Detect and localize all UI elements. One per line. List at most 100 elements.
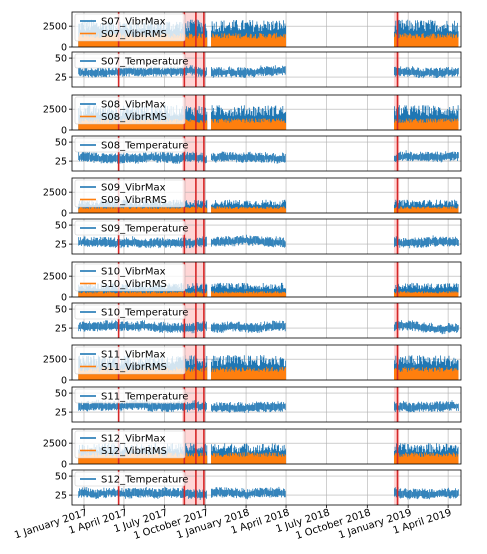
legend-box: [74, 13, 186, 42]
y-tick-label: 0: [61, 376, 67, 387]
series-temperature: [78, 399, 207, 413]
y-tick-label: 25: [55, 324, 67, 335]
legend-label: S07_Temperature: [101, 57, 188, 68]
series-temperature: [211, 320, 286, 333]
legend: S10_Temperature: [74, 304, 188, 320]
legend-label: S12_VibrMax: [101, 434, 166, 445]
legend-box: [74, 96, 186, 125]
event-band: [393, 52, 400, 87]
legend-label: S08_VibrMax: [101, 100, 166, 111]
legend-box: [74, 179, 186, 208]
legend-label: S09_Temperature: [101, 224, 188, 235]
event-band: [182, 178, 206, 213]
series-temperature: [78, 236, 207, 249]
legend-box: [74, 388, 186, 404]
series-temperature: [394, 150, 459, 163]
y-tick-label: 50: [55, 472, 67, 483]
legend: S08_Temperature: [74, 137, 188, 153]
legend-label: S07_VibrRMS: [101, 29, 167, 40]
series-vibrrms: [394, 366, 459, 380]
legend-label: S07_VibrMax: [101, 17, 166, 28]
y-tick-label: 0: [61, 43, 67, 54]
panel-frame: [71, 218, 462, 255]
series-temperature: [394, 400, 459, 413]
event-band: [393, 303, 400, 338]
panel-frame: [71, 261, 462, 298]
panel-s12-temperature: 25 50 S12_Temperature: [55, 469, 462, 506]
y-tick-label: 0: [61, 460, 67, 471]
legend-label: S10_VibrRMS: [101, 279, 167, 290]
series-vibrrms: [211, 118, 286, 130]
panel-frame: [71, 344, 462, 381]
series-vibrrms: [78, 118, 208, 130]
event-band: [393, 345, 400, 380]
legend-label: S08_Temperature: [101, 141, 188, 152]
panel-frame: [71, 469, 462, 506]
legend: S07_Temperature: [74, 53, 188, 69]
event-band: [393, 136, 400, 171]
panel-s09-temperature: 25 50 S09_Temperature: [55, 218, 462, 255]
legend-label: S11_VibrMax: [101, 350, 166, 361]
panel-s07-temperature: 25 50 S07_Temperature: [55, 51, 462, 88]
series-vibrrms: [211, 366, 286, 380]
legend-label: S11_Temperature: [101, 392, 188, 403]
legend-label: S12_VibrRMS: [101, 446, 167, 457]
event-band: [393, 262, 400, 297]
panel-frame: [71, 386, 462, 423]
panel-s11-temperature: 25 50 S11_Temperature: [55, 386, 462, 423]
series-temperature: [78, 487, 207, 500]
y-tick-label: 25: [55, 157, 67, 168]
y-tick-label: 50: [55, 54, 67, 65]
series-temperature: [211, 151, 286, 164]
panel-frame: [71, 302, 462, 339]
panel-frame: [71, 135, 462, 172]
panel-frame: [71, 177, 462, 214]
series-vibrrms: [394, 452, 459, 464]
y-tick-label: 2500: [43, 439, 67, 450]
panel-s10-temperature: 25 50 S10_Temperature: [55, 302, 462, 339]
legend: S09_Temperature: [74, 220, 188, 236]
event-band: [182, 219, 206, 254]
event-band: [182, 303, 206, 338]
y-tick-label: 50: [55, 305, 67, 316]
series-vibrrms: [211, 32, 286, 47]
panel-s08-temperature: 25 50 S08_Temperature: [55, 135, 462, 172]
series-temperature: [394, 486, 459, 500]
series-temperature: [394, 235, 459, 249]
series-temperature: [78, 150, 207, 164]
legend-label: S11_VibrRMS: [101, 362, 167, 373]
event-band: [393, 387, 400, 422]
event-band: [182, 470, 206, 505]
legend-label: S08_VibrRMS: [101, 112, 167, 123]
series-vibrrms: [78, 291, 208, 297]
legend-box: [74, 304, 186, 320]
y-tick-label: 25: [55, 240, 67, 251]
legend-label: S09_VibrMax: [101, 183, 166, 194]
y-tick-label: 2500: [43, 188, 67, 199]
legend-label: S09_VibrRMS: [101, 195, 167, 206]
event-band: [393, 219, 400, 254]
event-band: [393, 470, 400, 505]
series-temperature: [394, 320, 459, 335]
y-tick-label: 2500: [43, 355, 67, 366]
y-tick-label: 25: [55, 73, 67, 84]
series-vibrrms: [394, 206, 459, 213]
legend-box: [74, 53, 186, 69]
y-tick-label: 50: [55, 138, 67, 149]
series-temperature: [211, 401, 286, 413]
series-temperature: [211, 486, 286, 500]
panel-frame: [71, 428, 462, 465]
legend-box: [74, 263, 186, 292]
